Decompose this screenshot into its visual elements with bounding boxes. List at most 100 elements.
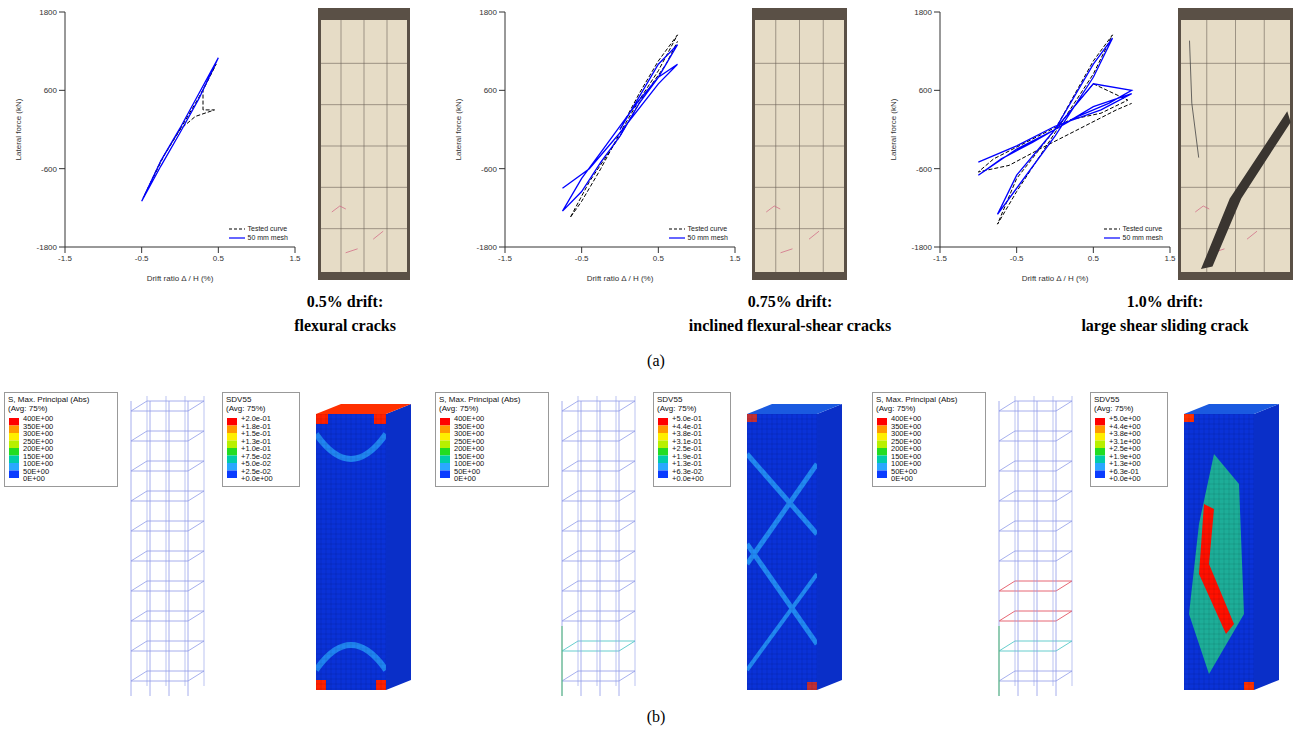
svg-text:+6.3e-02: +6.3e-02 xyxy=(672,466,702,476)
svg-text:1.5: 1.5 xyxy=(1164,254,1176,263)
html-text:inclined flexural-shear cracks: inclined flexural-shear cracks xyxy=(688,317,892,334)
html-text:(a): (a) xyxy=(647,352,665,369)
svg-text:+5.0e-02: +5.0e-02 xyxy=(241,459,271,468)
svg-text:150E+00: 150E+00 xyxy=(891,451,922,461)
svg-text:+1.0e-01: +1.0e-01 xyxy=(241,444,271,453)
svg-text:+3.1e-01: +3.1e-01 xyxy=(672,436,702,446)
svg-text:300E+00: 300E+00 xyxy=(891,429,922,438)
svg-text:100E+00: 100E+00 xyxy=(23,459,54,468)
svg-text:1.5: 1.5 xyxy=(289,254,301,263)
svg-text:50E+00: 50E+00 xyxy=(454,466,481,476)
html-text:0.75% drift:: 0.75% drift: xyxy=(747,293,833,310)
svg-text:-1.5: -1.5 xyxy=(933,254,947,263)
svg-text:-600: -600 xyxy=(916,165,933,174)
svg-text:150E+00: 150E+00 xyxy=(454,451,485,461)
svg-text:-0.5: -0.5 xyxy=(135,254,149,263)
svg-text:400E+00: 400E+00 xyxy=(891,414,922,423)
svg-text:+2.5e-02: +2.5e-02 xyxy=(241,466,271,476)
html-text:0.5% drift:: 0.5% drift: xyxy=(306,293,384,310)
svg-text:-1800: -1800 xyxy=(477,243,498,252)
html-text:large shear sliding crack: large shear sliding crack xyxy=(1081,317,1249,334)
svg-text:Drift ratio Δ / H (%): Drift ratio Δ / H (%) xyxy=(1022,274,1089,283)
svg-text:300E+00: 300E+00 xyxy=(454,429,485,438)
svg-text:+6.3e-01: +6.3e-01 xyxy=(1109,466,1139,476)
svg-text:0E+00: 0E+00 xyxy=(454,474,476,483)
svg-text:0E+00: 0E+00 xyxy=(891,474,913,483)
html-text:flexural cracks: flexural cracks xyxy=(294,317,396,334)
svg-text:+0.0e+00: +0.0e+00 xyxy=(1109,474,1141,483)
html-text:S, Max. Principal (Abs): S, Max. Principal (Abs) xyxy=(8,395,90,404)
svg-text:Drift ratio Δ / H (%): Drift ratio Δ / H (%) xyxy=(147,274,214,283)
svg-text:150E+00: 150E+00 xyxy=(23,451,54,461)
html-text:(Avg: 75%): (Avg: 75%) xyxy=(1094,404,1134,413)
svg-text:+2.0e-01: +2.0e-01 xyxy=(241,414,271,423)
svg-text:350E+00: 350E+00 xyxy=(23,421,54,431)
svg-text:200E+00: 200E+00 xyxy=(454,444,485,453)
svg-text:+1.3e-01: +1.3e-01 xyxy=(672,459,702,468)
svg-text:-1800: -1800 xyxy=(37,243,58,252)
svg-text:+5.0e-01: +5.0e-01 xyxy=(672,414,702,423)
svg-text:350E+00: 350E+00 xyxy=(454,421,485,431)
html-text:SDV55: SDV55 xyxy=(226,395,252,404)
svg-text:50E+00: 50E+00 xyxy=(891,466,918,476)
html-text:(Avg: 75%): (Avg: 75%) xyxy=(226,404,266,413)
svg-text:1.5: 1.5 xyxy=(729,254,741,263)
html-text:(b): (b) xyxy=(646,708,666,725)
svg-text:-1800: -1800 xyxy=(912,243,933,252)
html-text:SDV55: SDV55 xyxy=(1094,395,1120,404)
svg-text:100E+00: 100E+00 xyxy=(454,459,485,468)
svg-text:-600: -600 xyxy=(481,165,498,174)
html-text:(Avg: 75%): (Avg: 75%) xyxy=(8,404,48,413)
html-text:S, Max. Principal (Abs): S, Max. Principal (Abs) xyxy=(439,395,521,404)
svg-text:100E+00: 100E+00 xyxy=(891,459,922,468)
svg-text:+1.8e-01: +1.8e-01 xyxy=(241,421,271,431)
svg-text:Drift ratio Δ / H (%): Drift ratio Δ / H (%) xyxy=(587,274,654,283)
svg-text:+0.0e+00: +0.0e+00 xyxy=(672,474,704,483)
svg-text:200E+00: 200E+00 xyxy=(891,444,922,453)
svg-text:+4.4e-01: +4.4e-01 xyxy=(672,421,702,431)
svg-text:+1.9e+00: +1.9e+00 xyxy=(1109,451,1141,461)
svg-text:Lateral force (kN): Lateral force (kN) xyxy=(14,98,23,160)
svg-text:200E+00: 200E+00 xyxy=(23,444,54,453)
svg-text:+3.1e+00: +3.1e+00 xyxy=(1109,436,1141,446)
svg-text:0E+00: 0E+00 xyxy=(23,474,45,483)
html-text:S, Max. Principal (Abs): S, Max. Principal (Abs) xyxy=(876,395,958,404)
svg-text:50E+00: 50E+00 xyxy=(23,466,50,476)
svg-text:-600: -600 xyxy=(41,165,58,174)
svg-text:0.5: 0.5 xyxy=(1088,254,1100,263)
svg-text:400E+00: 400E+00 xyxy=(23,414,54,423)
html-text:(Avg: 75%): (Avg: 75%) xyxy=(657,404,697,413)
svg-text:-0.5: -0.5 xyxy=(1010,254,1024,263)
svg-text:-1.5: -1.5 xyxy=(58,254,72,263)
svg-text:+1.3e-01: +1.3e-01 xyxy=(241,436,271,446)
svg-text:+4.4e+00: +4.4e+00 xyxy=(1109,421,1141,431)
svg-text:Lateral force (kN): Lateral force (kN) xyxy=(454,98,463,160)
svg-text:250E+00: 250E+00 xyxy=(891,436,922,446)
svg-text:350E+00: 350E+00 xyxy=(891,421,922,431)
svg-text:300E+00: 300E+00 xyxy=(23,429,54,438)
svg-text:Lateral force (kN): Lateral force (kN) xyxy=(889,98,898,160)
svg-text:600: 600 xyxy=(484,86,498,95)
svg-text:+1.9e-01: +1.9e-01 xyxy=(672,451,702,461)
svg-text:600: 600 xyxy=(919,86,933,95)
svg-text:1800: 1800 xyxy=(479,8,497,17)
svg-text:250E+00: 250E+00 xyxy=(454,436,485,446)
html-text:1.0% drift:: 1.0% drift: xyxy=(1126,293,1204,310)
svg-text:+7.5e-02: +7.5e-02 xyxy=(241,451,271,461)
svg-text:600: 600 xyxy=(44,86,58,95)
html-text:(Avg: 75%): (Avg: 75%) xyxy=(876,404,916,413)
html-text:SDV55: SDV55 xyxy=(657,395,683,404)
svg-text:1800: 1800 xyxy=(914,8,932,17)
svg-text:+2.5e-01: +2.5e-01 xyxy=(672,444,702,453)
svg-text:+3.8e-01: +3.8e-01 xyxy=(672,429,702,438)
svg-text:0.5: 0.5 xyxy=(653,254,665,263)
svg-text:+1.5e-01: +1.5e-01 xyxy=(241,429,271,438)
html-text:(Avg: 75%): (Avg: 75%) xyxy=(439,404,479,413)
svg-text:1800: 1800 xyxy=(39,8,57,17)
svg-text:-0.5: -0.5 xyxy=(575,254,589,263)
svg-text:-1.5: -1.5 xyxy=(498,254,512,263)
svg-text:0.5: 0.5 xyxy=(213,254,225,263)
svg-text:250E+00: 250E+00 xyxy=(23,436,54,446)
svg-text:400E+00: 400E+00 xyxy=(454,414,485,423)
svg-text:+0.0e+00: +0.0e+00 xyxy=(241,474,273,483)
